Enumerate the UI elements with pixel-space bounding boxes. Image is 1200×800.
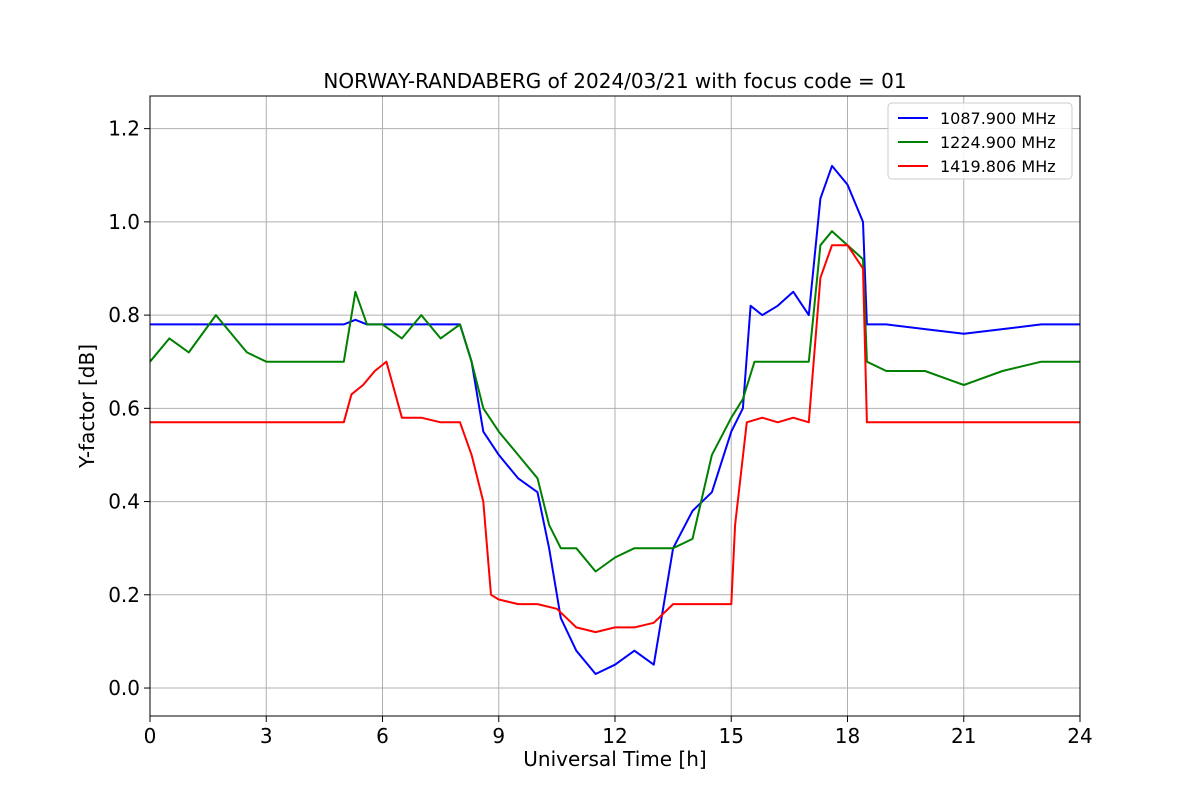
grid-lines (149, 96, 1081, 716)
series-line-2 (149, 230, 1080, 573)
y-axis-label: Y-factor [dB] (75, 344, 99, 469)
y-tick-label: 0.0 (108, 676, 140, 700)
x-tick-label: 18 (835, 724, 860, 748)
x-tick-label: 0 (144, 724, 157, 748)
chart-title: NORWAY-RANDABERG of 2024/03/21 with focu… (323, 69, 906, 93)
legend-label: 1419.806 MHz (940, 157, 1056, 176)
legend-box (887, 102, 1073, 180)
y-tick-label: 0.2 (108, 583, 140, 607)
legend-label: 1087.900 MHz (940, 109, 1056, 128)
x-tick-label: 21 (951, 724, 976, 748)
x-tick-label: 24 (1067, 724, 1092, 748)
y-tick-label: 1.0 (108, 210, 140, 234)
y-tick-label: 1.2 (108, 117, 140, 141)
series-line-1 (150, 164, 1080, 675)
y-tick-label: 0.4 (108, 490, 140, 514)
x-axis-label: Universal Time [h] (523, 747, 706, 771)
series-line-3 (150, 244, 1080, 634)
series-layer (149, 164, 1080, 675)
legend: 1087.900 MHz 1224.900 MHz 1419.806 MHz (887, 102, 1073, 180)
x-tick-label: 12 (602, 724, 627, 748)
y-axis-ticks: 0.0 0.2 0.4 0.6 0.8 1.0 1.2 (108, 117, 150, 700)
x-tick-label: 3 (260, 724, 273, 748)
x-axis-ticks: 0 3 6 9 12 15 18 21 24 (144, 716, 1093, 748)
x-tick-label: 15 (719, 724, 744, 748)
y-tick-label: 0.6 (108, 396, 140, 420)
x-tick-label: 6 (376, 724, 389, 748)
x-tick-label: 9 (492, 724, 505, 748)
legend-label: 1224.900 MHz (940, 133, 1056, 152)
y-tick-label: 0.8 (108, 303, 140, 327)
